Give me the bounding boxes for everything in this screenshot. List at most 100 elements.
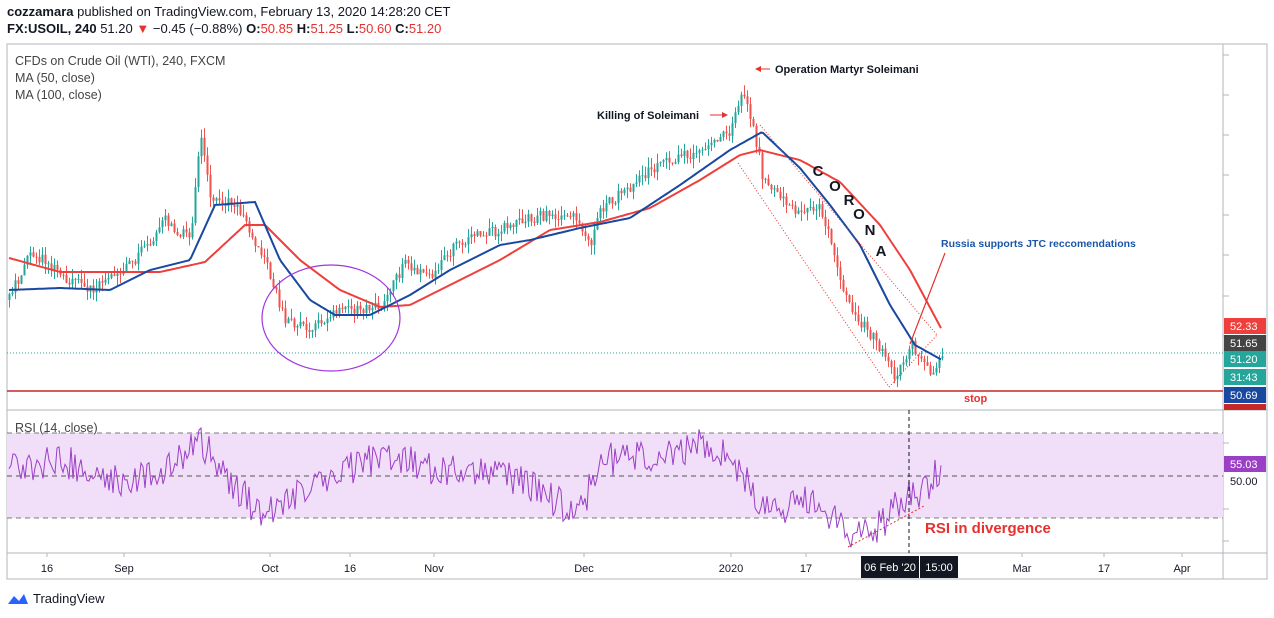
candle-body: [620, 190, 623, 194]
candle-body: [872, 332, 875, 340]
price-axis-label: 50.69: [1230, 390, 1258, 402]
corona-letter: O: [829, 178, 841, 195]
candle-body: [44, 254, 47, 265]
candle-body: [209, 174, 212, 198]
candle-body: [383, 301, 386, 308]
candle-body: [539, 211, 542, 216]
candle-body: [206, 155, 209, 175]
open-value: 50.85: [260, 21, 294, 36]
candle-body: [197, 156, 200, 188]
candle-body: [179, 234, 182, 237]
candle-body: [146, 244, 149, 246]
candle-body: [881, 348, 884, 352]
candle-body: [788, 204, 791, 206]
author-name[interactable]: cozzamara: [7, 4, 74, 19]
candle-body: [893, 367, 896, 380]
rsi-divergence-label: RSI in divergence: [925, 520, 1051, 537]
candle-body: [668, 157, 671, 163]
candle-body: [746, 96, 749, 104]
candle-body: [905, 359, 908, 363]
corona-letter: N: [865, 222, 876, 239]
candle-body: [650, 167, 653, 170]
candle-body: [659, 161, 662, 164]
candle-body: [647, 167, 650, 179]
candle-body: [56, 264, 59, 270]
candle-body: [587, 236, 590, 240]
candle-body: [701, 149, 704, 151]
candle-body: [449, 255, 452, 257]
candle-body: [644, 175, 647, 179]
candle-body: [452, 243, 455, 257]
candle-body: [734, 112, 737, 124]
footer-brand[interactable]: TradingView: [7, 591, 105, 606]
price-axis-label-bg: [1224, 351, 1266, 367]
candle-body: [68, 282, 71, 285]
price-axis-label-bg: [1224, 369, 1266, 385]
candle-body: [941, 356, 944, 359]
candle-body: [590, 239, 593, 246]
candle-body: [392, 280, 395, 292]
candle-body: [812, 206, 815, 211]
candle-body: [419, 269, 422, 275]
time-axis-label: 17: [800, 563, 812, 575]
candle-body: [917, 354, 920, 357]
candle-body: [203, 137, 206, 156]
candle-body: [200, 137, 203, 157]
candle-body: [572, 213, 575, 217]
price-axis-label-bg: [1224, 318, 1266, 334]
candle-body: [131, 260, 134, 262]
candle-body: [236, 204, 239, 207]
candle-body: [491, 226, 494, 229]
candle-body: [878, 340, 881, 352]
candle-body: [155, 232, 158, 242]
candle-body: [53, 264, 56, 271]
candle-body: [23, 264, 26, 276]
high-label: H:: [296, 21, 311, 36]
candle-body: [929, 365, 932, 375]
candle-body: [764, 178, 767, 180]
rsi-legend: RSI (14, close): [15, 421, 98, 435]
candle-body: [716, 139, 719, 142]
candle-body: [110, 274, 113, 278]
close-label: C:: [395, 21, 409, 36]
candle-body: [461, 242, 464, 245]
candle-body: [242, 214, 245, 216]
candle-body: [593, 229, 596, 246]
candle-body: [320, 320, 323, 324]
corona-letter: A: [876, 243, 887, 260]
candle-body: [359, 305, 362, 310]
candle-body: [638, 175, 641, 183]
candle-body: [164, 215, 167, 221]
candle-body: [50, 263, 53, 271]
candle-body: [827, 226, 830, 230]
candle-body: [500, 231, 503, 234]
candle-body: [662, 160, 665, 162]
candle-body: [98, 281, 101, 289]
candle-body: [434, 270, 437, 278]
ma50-legend: MA (50, close): [15, 71, 95, 85]
candle-body: [227, 198, 230, 207]
candle-body: [62, 274, 65, 276]
candle-body: [839, 267, 842, 280]
candle-body: [515, 219, 518, 227]
candle-body: [791, 204, 794, 206]
candle-body: [398, 274, 401, 278]
candle-body: [485, 235, 488, 237]
candle-body: [794, 205, 797, 214]
price-axis-label: 51.20: [1230, 354, 1258, 366]
candle-body: [170, 223, 173, 227]
candle-body: [512, 224, 515, 227]
candle-body: [536, 215, 539, 223]
candle-body: [365, 304, 368, 313]
killing-arrow-head: [722, 112, 728, 118]
candle-body: [293, 318, 296, 328]
candle-body: [35, 256, 38, 258]
low-value: 50.60: [358, 21, 392, 36]
candle-body: [278, 289, 281, 308]
candle-body: [920, 356, 923, 359]
candle-body: [692, 152, 695, 160]
candle-body: [575, 213, 578, 221]
candle-body: [356, 305, 359, 314]
